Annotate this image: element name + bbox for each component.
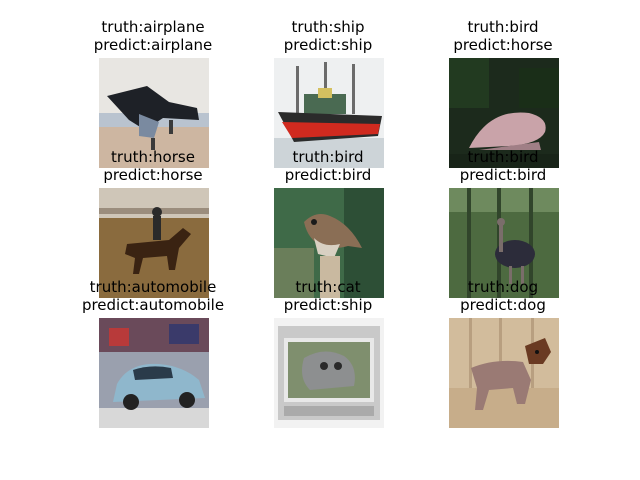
predict-label: predict:horse bbox=[103, 166, 203, 184]
predict-label: predict:ship bbox=[283, 36, 373, 54]
panel-image-airplane bbox=[99, 58, 209, 168]
panel-title: truth:ship predict:ship bbox=[228, 18, 428, 54]
panel-image-bird-dark bbox=[449, 58, 559, 168]
predict-label: predict:bird bbox=[459, 166, 547, 184]
panel-title: truth:bird predict:bird bbox=[228, 148, 428, 184]
panel-image-ostrich bbox=[449, 188, 559, 298]
panel-image-ship bbox=[274, 58, 384, 168]
panel-title: truth:dog predict:dog bbox=[403, 278, 603, 314]
truth-label: truth:bird bbox=[467, 18, 539, 36]
predict-label: predict:airplane bbox=[93, 36, 213, 54]
truth-label: truth:airplane bbox=[101, 18, 205, 36]
panel-title: truth:airplane predict:airplane bbox=[53, 18, 253, 54]
predict-label: predict:bird bbox=[284, 166, 372, 184]
panel-title: truth:horse predict:horse bbox=[53, 148, 253, 184]
panel-image-car bbox=[99, 318, 209, 428]
truth-label: truth:dog bbox=[467, 278, 539, 296]
truth-label: truth:bird bbox=[292, 148, 364, 166]
panel-image-sparrow bbox=[274, 188, 384, 298]
truth-label: truth:horse bbox=[111, 148, 195, 166]
panel-image-cat-tv bbox=[274, 318, 384, 428]
truth-label: truth:bird bbox=[467, 148, 539, 166]
panel-image-dog bbox=[449, 318, 559, 428]
predict-label: predict:dog bbox=[460, 296, 546, 314]
panel-title: truth:bird predict:horse bbox=[403, 18, 603, 54]
panel-image-horse bbox=[99, 188, 209, 298]
panel-title: truth:bird predict:bird bbox=[403, 148, 603, 184]
truth-label: truth:cat bbox=[295, 278, 361, 296]
truth-label: truth:automobile bbox=[89, 278, 217, 296]
panel-title: truth:automobile predict:automobile bbox=[53, 278, 253, 314]
predict-label: predict:automobile bbox=[81, 296, 225, 314]
predict-label: predict:horse bbox=[453, 36, 553, 54]
truth-label: truth:ship bbox=[291, 18, 365, 36]
panel-title: truth:cat predict:ship bbox=[228, 278, 428, 314]
predict-label: predict:ship bbox=[283, 296, 373, 314]
